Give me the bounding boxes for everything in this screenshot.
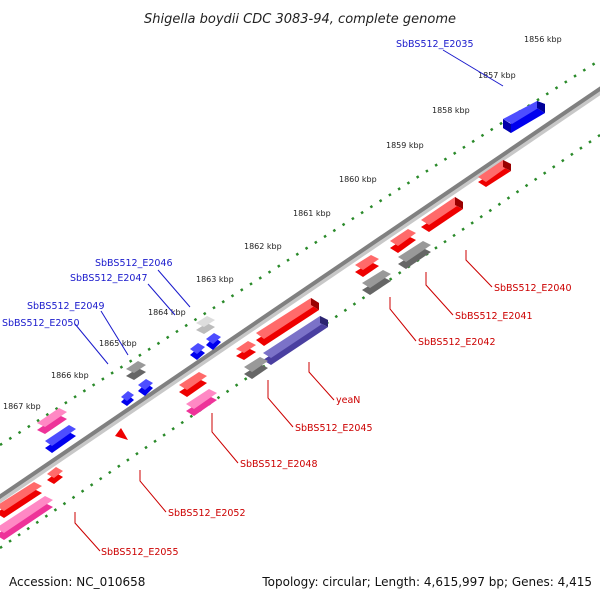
tick-label: 1858 kbp [432, 106, 470, 115]
gene-label[interactable]: SbBS512_E2048 [240, 459, 318, 470]
gene-box[interactable] [398, 241, 431, 269]
gene-arrow[interactable] [236, 341, 256, 360]
tick-label: 1862 kbp [244, 242, 282, 251]
tick-label: 1867 kbp [3, 402, 41, 411]
leader-line [465, 250, 493, 288]
gene-box[interactable] [244, 357, 268, 379]
gene-box[interactable] [0, 496, 53, 540]
gene-label[interactable]: SbBS512_E2035 [396, 39, 474, 50]
accession-text: Accession: NC_010658 [9, 575, 145, 589]
gene-label[interactable]: SbBS512_E2047 [70, 273, 148, 284]
tick-label: 1865 kbp [99, 339, 137, 348]
gene-arrow[interactable] [47, 467, 63, 484]
tick-label: 1864 kbp [148, 308, 186, 317]
leader-line [442, 49, 504, 87]
gene-arrow[interactable] [256, 298, 319, 346]
leader-line [267, 380, 294, 428]
leader-line [308, 362, 335, 401]
leader-line [211, 413, 239, 464]
leader-line [157, 269, 191, 308]
gene-label[interactable]: SbBS512_E2050 [2, 318, 80, 329]
tick-label: 1866 kbp [51, 371, 89, 380]
topology-summary: Topology: circular; Length: 4,615,997 bp… [261, 575, 592, 589]
gene-box[interactable] [37, 408, 67, 434]
gene-label[interactable]: SbBS512_E2041 [455, 311, 533, 322]
gene-label[interactable]: SbBS512_E2049 [27, 301, 105, 312]
gene-box[interactable] [263, 316, 328, 365]
gene-arrow[interactable] [179, 372, 207, 397]
outer-scale-track [0, 58, 600, 447]
tick-label: 1859 kbp [386, 141, 424, 150]
leader-line [147, 283, 176, 316]
gene-labels: SbBS512_E2035 SbBS512_E2046 SbBS512_E204… [2, 39, 572, 558]
leader-line [139, 470, 167, 513]
gene-arrow[interactable] [421, 197, 463, 232]
gene-box[interactable] [126, 361, 146, 380]
gene-arrow[interactable] [503, 101, 545, 133]
tick-label: 1860 kbp [339, 175, 377, 184]
leader-line [74, 512, 101, 552]
gene-arrow[interactable] [390, 229, 416, 253]
gene-arrow[interactable] [121, 391, 134, 406]
leader-lines [74, 49, 504, 552]
genome-backbone-shadow [0, 88, 600, 504]
gene-label[interactable]: SbBS512_E2040 [494, 283, 572, 294]
map-title: Shigella boydii CDC 3083-94, complete ge… [144, 12, 456, 27]
leader-line [425, 272, 454, 316]
gene-label[interactable]: SbBS512_E2055 [101, 547, 179, 558]
tick-label: 1861 kbp [293, 209, 331, 218]
gene-box[interactable] [362, 270, 391, 295]
tick-label: 1856 kbp [524, 35, 562, 44]
gene-arrow[interactable] [355, 255, 379, 277]
gene-arrow[interactable] [190, 343, 205, 360]
gene-label[interactable]: SbBS512_E2052 [168, 508, 246, 519]
gene-arrow[interactable] [206, 333, 221, 350]
tick-label: 1863 kbp [196, 275, 234, 284]
gene-arrow[interactable] [478, 160, 511, 187]
gene-label[interactable]: yeaN [336, 395, 360, 406]
leader-line [100, 310, 129, 356]
leader-line [74, 323, 109, 365]
genome-backbone [0, 86, 600, 500]
gene-box[interactable] [186, 389, 217, 416]
gene-label[interactable]: SbBS512_E2045 [295, 423, 373, 434]
gene-box[interactable] [196, 316, 215, 334]
kbp-tick-labels: 1856 kbp 1857 kbp 1858 kbp 1859 kbp 1860… [3, 35, 562, 411]
gene-features [0, 101, 545, 540]
gene-arrow[interactable] [0, 482, 42, 518]
gene-arrow[interactable] [45, 425, 76, 453]
gene-arrow[interactable] [138, 379, 153, 396]
gene-arrow[interactable] [115, 428, 128, 440]
tick-label: 1857 kbp [478, 71, 516, 80]
leader-line [389, 297, 417, 342]
gene-label[interactable]: SbBS512_E2042 [418, 337, 496, 348]
gene-label[interactable]: SbBS512_E2046 [95, 258, 173, 269]
